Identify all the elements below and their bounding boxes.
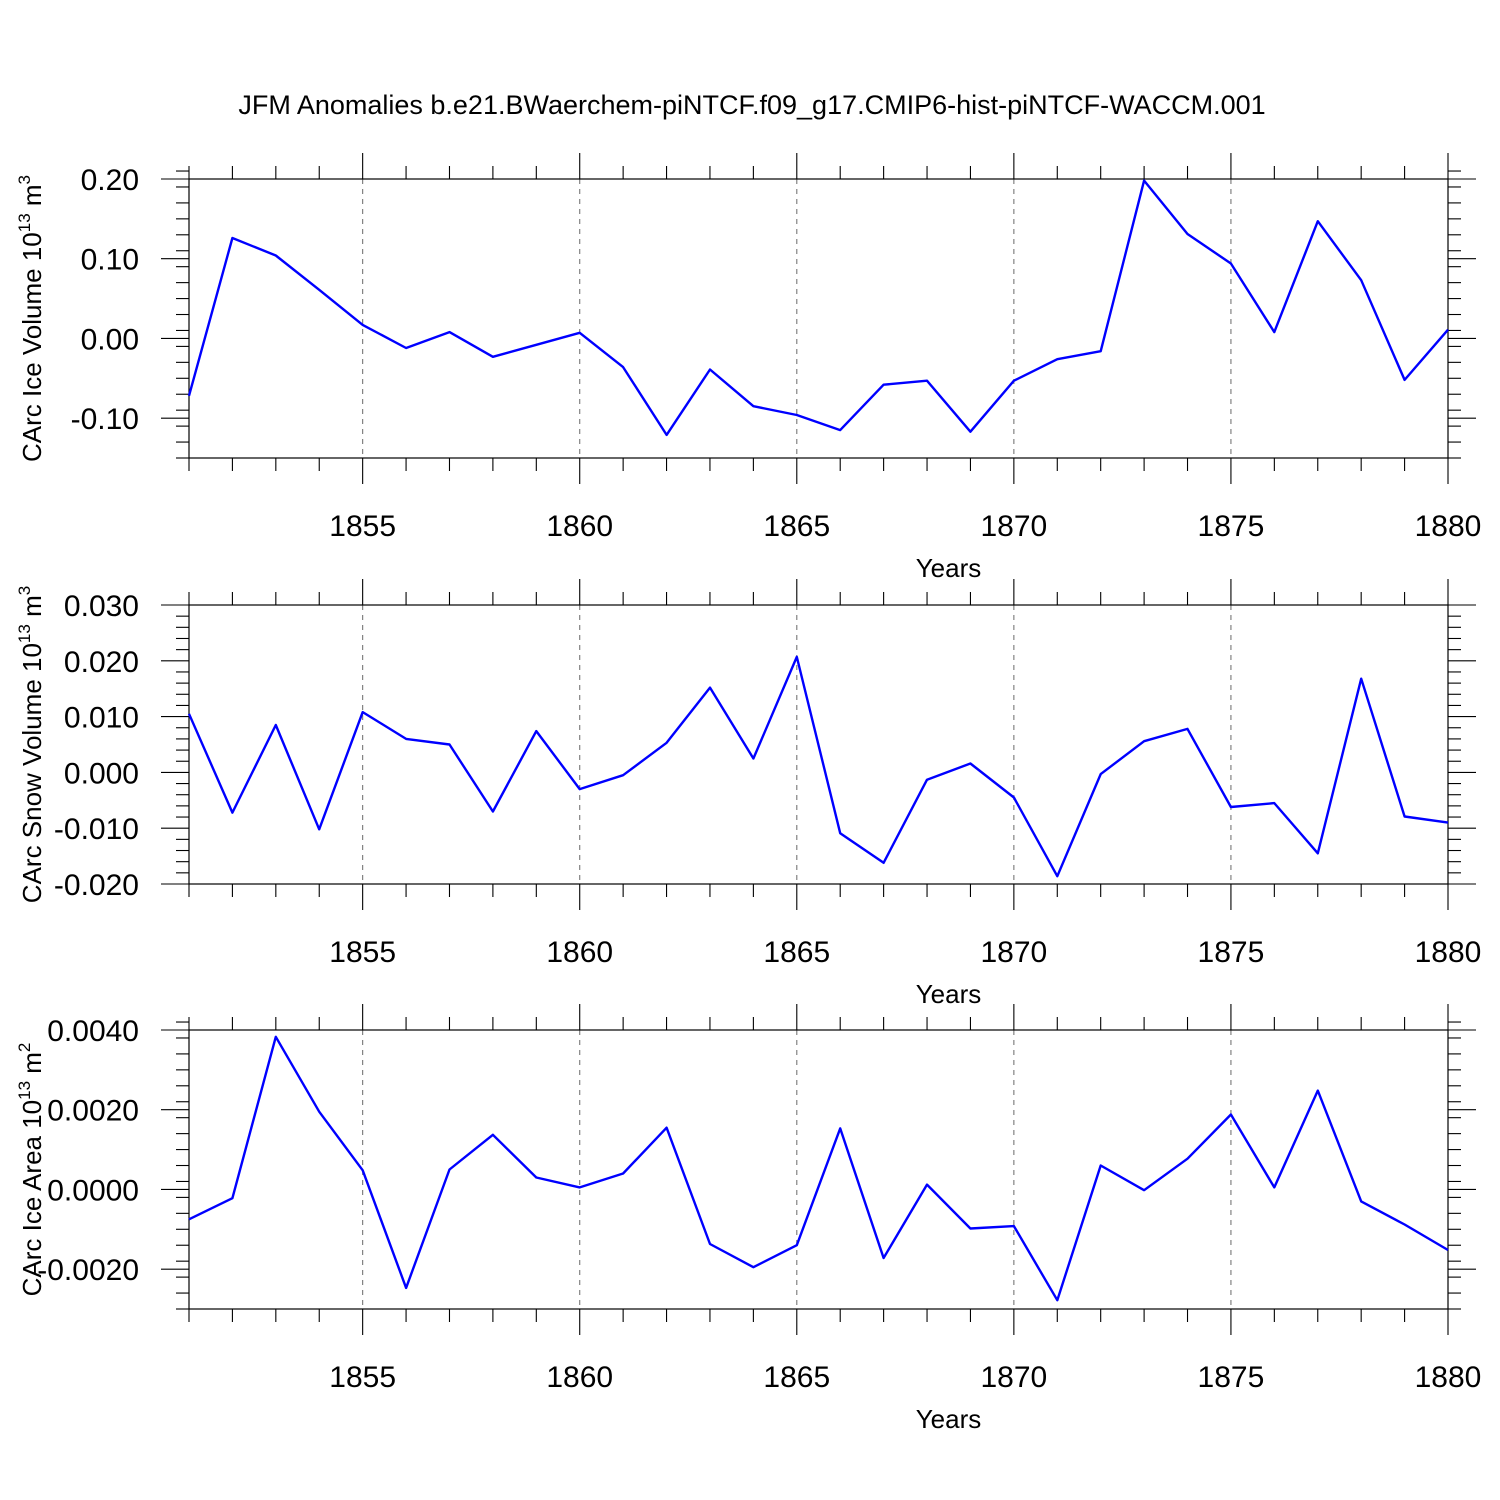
y-tick-label: 0.10 xyxy=(81,244,139,277)
y-axis-label-unit-exponent: 3 xyxy=(15,586,34,595)
y-tick-label: 0.20 xyxy=(81,164,139,197)
x-tick-label: 1860 xyxy=(546,936,613,969)
x-tick-label: 1860 xyxy=(546,510,613,543)
x-tick-label: 1870 xyxy=(980,936,1047,969)
x-tick-label: 1880 xyxy=(1415,1361,1482,1394)
x-tick-label: 1865 xyxy=(763,1361,830,1394)
y-tick-label: 0.010 xyxy=(64,702,139,735)
y-tick-label: -0.10 xyxy=(71,403,139,436)
plot-frame xyxy=(188,604,1449,885)
y-tick-label: -0.0020 xyxy=(37,1254,139,1287)
series-line xyxy=(187,179,1449,437)
x-tick-label: 1855 xyxy=(329,510,396,543)
panel-2: 1855 1860 1865 1870 1875 1880 -0.020 -0.010 0.00… xyxy=(15,579,1481,1009)
x-tick-label: 1855 xyxy=(329,1361,396,1394)
x-tick-label: 1855 xyxy=(329,936,396,969)
y-tick-label: 0.000 xyxy=(64,757,139,790)
x-tick-label: 1865 xyxy=(763,936,830,969)
y-axis-label: CArc Ice Volume 1013 m3 xyxy=(15,175,47,462)
series-line xyxy=(187,655,1449,878)
y-axis-label-unit: m xyxy=(17,1052,47,1081)
y-axis-label-exponent: 13 xyxy=(15,1081,34,1100)
y-axis-label-text: CArc Ice Area 10 xyxy=(17,1100,47,1297)
x-tick-label: 1875 xyxy=(1198,936,1265,969)
plot-frame xyxy=(188,1029,1449,1310)
y-tick-label: -0.010 xyxy=(54,813,139,846)
x-axis-label: Years xyxy=(916,1404,982,1434)
y-axis-label-text: CArc Snow Volume 10 xyxy=(17,643,47,903)
panel-1: 1855 1860 1865 1870 1875 1880 -0.10 0.00 0.10 0.2… xyxy=(15,153,1481,583)
y-tick-label: 0.030 xyxy=(64,590,139,623)
y-tick-label: 0.020 xyxy=(64,646,139,679)
y-axis-label: CArc Snow Volume 1013 m3 xyxy=(15,586,47,903)
x-tick-label: 1865 xyxy=(763,510,830,543)
plot-frame xyxy=(188,178,1449,459)
y-tick-label: -0.020 xyxy=(54,869,139,902)
y-axis-label-text: CArc Ice Volume 10 xyxy=(17,232,47,462)
figure-title: JFM Anomalies b.e21.BWaerchem-piNTCF.f09… xyxy=(238,90,1265,120)
x-tick-label: 1860 xyxy=(546,1361,613,1394)
y-axis-label-unit-exponent: 2 xyxy=(15,1043,34,1052)
panel-3: 1855 1860 1865 1870 1875 1880 -0.0020 0.0000 0.0… xyxy=(15,1004,1481,1434)
y-axis-label-exponent: 13 xyxy=(15,624,34,643)
y-axis-label-exponent: 13 xyxy=(15,213,34,232)
series-line xyxy=(188,1035,1449,1302)
x-tick-label: 1875 xyxy=(1198,1361,1265,1394)
y-tick-label: 0.0020 xyxy=(47,1095,139,1128)
x-tick-label: 1870 xyxy=(980,510,1047,543)
y-tick-label: 0.0040 xyxy=(47,1015,139,1048)
x-tick-label: 1880 xyxy=(1415,936,1482,969)
x-axis-label: Years xyxy=(916,979,982,1009)
x-tick-label: 1870 xyxy=(980,1361,1047,1394)
y-axis-label-unit: m xyxy=(17,184,47,213)
x-tick-label: 1875 xyxy=(1198,510,1265,543)
y-tick-label: 0.00 xyxy=(81,323,139,356)
y-axis-label-unit: m xyxy=(17,595,47,624)
y-axis-label: CArc Ice Area 1013 m2 xyxy=(15,1043,47,1297)
x-tick-label: 1880 xyxy=(1415,510,1482,543)
y-axis-label-unit-exponent: 3 xyxy=(15,175,34,184)
y-tick-label: 0.0000 xyxy=(47,1174,139,1207)
x-axis-label: Years xyxy=(916,553,982,583)
